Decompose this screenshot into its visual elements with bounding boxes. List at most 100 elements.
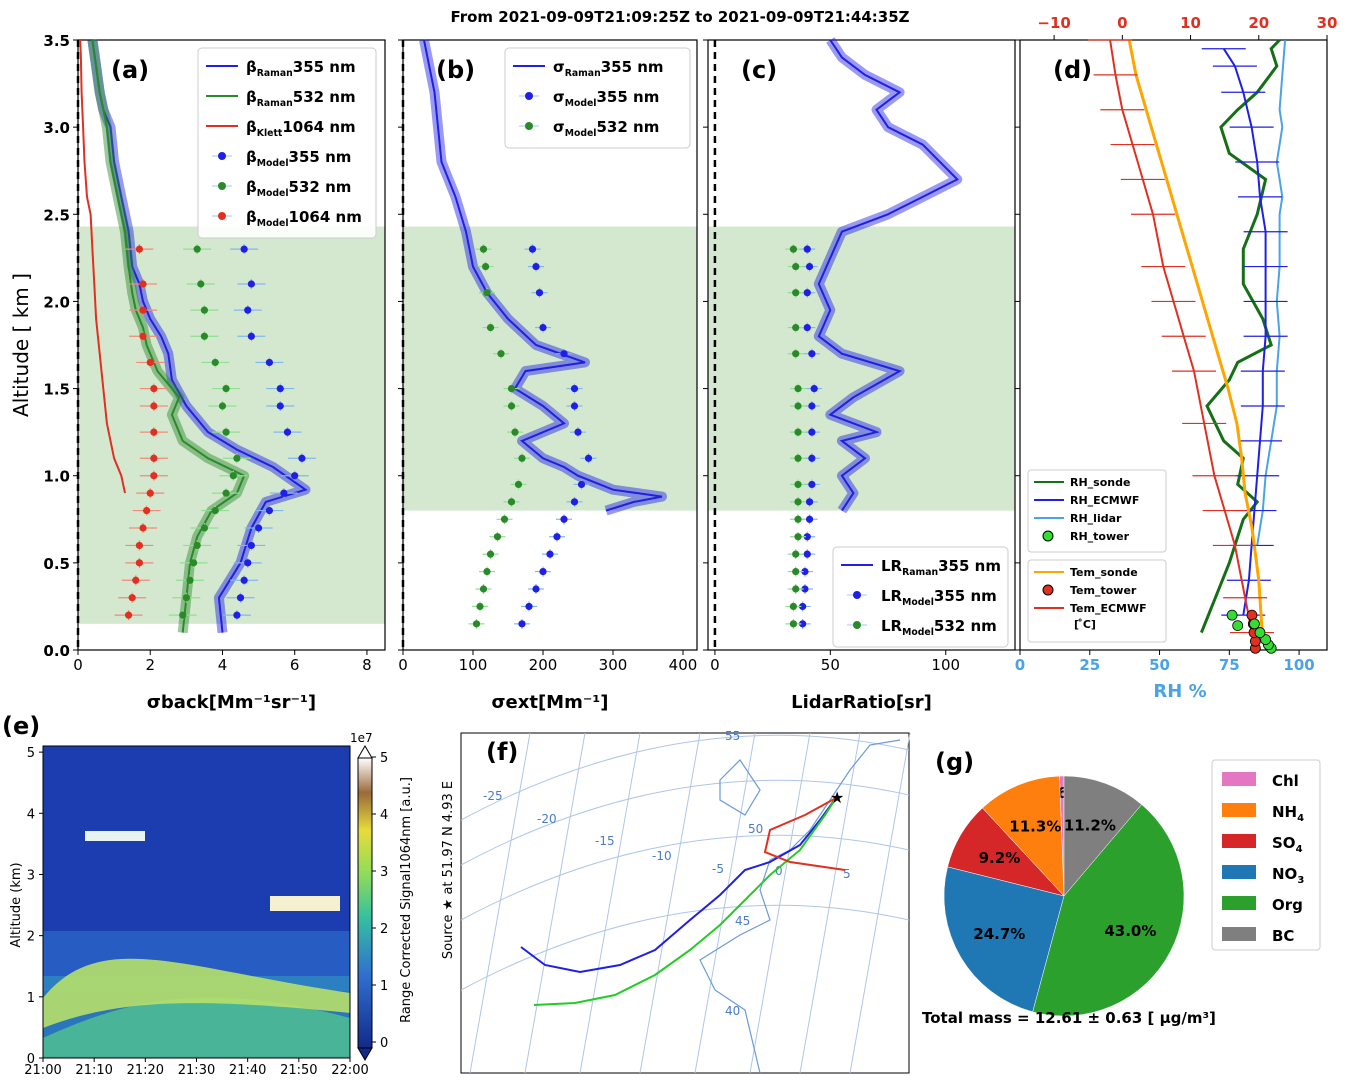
trajectory-red: [763, 797, 846, 871]
legend-box: [832, 546, 1009, 648]
top-tick-label: 10: [1180, 14, 1201, 32]
data-point: [803, 550, 811, 558]
y-tick-label: 2.0: [43, 293, 70, 311]
panel-label: (f): [486, 738, 518, 766]
y-tick-label: 1.0: [43, 468, 70, 486]
data-point: [283, 428, 292, 436]
data-point: [525, 602, 533, 611]
panel-label: (a): [111, 56, 149, 84]
coastline: [699, 739, 901, 1074]
data-point: [570, 384, 579, 393]
data-point: [146, 489, 154, 497]
y-tick-label: 3.5: [43, 32, 70, 50]
data-point: [511, 428, 519, 436]
legend-label: NH4: [1272, 803, 1304, 824]
x-tick-label: 75: [1219, 656, 1240, 674]
graticule: [579, 732, 641, 1074]
data-point: [792, 567, 800, 576]
data-point: [560, 350, 568, 358]
y-axis-label: Altitude (km): [9, 862, 24, 947]
pie-label: 43.0%: [1104, 922, 1156, 940]
legend-label: βModel355 nm: [246, 148, 351, 169]
data-point: [200, 524, 209, 532]
legend-marker: [218, 152, 226, 160]
data-point: [789, 602, 798, 611]
legend-label: βRaman532 nm: [246, 88, 356, 109]
data-point: [803, 533, 811, 541]
data-point: [794, 533, 802, 541]
colorbar-tick-label: 5: [380, 751, 388, 766]
legend-marker: [1042, 584, 1054, 596]
data-point: [507, 402, 516, 410]
panel-c: 0 50 100 LidarRatio[sr] (c) LRRaman355 nm LRMo…: [703, 37, 1016, 713]
data-point: [179, 611, 187, 619]
data-point: [193, 541, 201, 550]
colorbar-extend: [357, 745, 373, 759]
colorbar-tick-label: 0: [380, 1036, 388, 1051]
data-point: [298, 454, 306, 462]
top-tick-label: 20: [1248, 14, 1269, 32]
legend-label: SO4: [1272, 834, 1303, 855]
pie-slice: [982, 775, 1065, 897]
legend-swatch: [1222, 803, 1256, 817]
legend-label: σModel355 nm: [553, 88, 659, 109]
x-tick-label: 21:20: [127, 1063, 164, 1077]
heatmap-aerosol: [43, 997, 350, 1058]
data-point: [186, 576, 194, 584]
data-point: [805, 498, 814, 506]
data-point: [574, 428, 582, 436]
data-point: [200, 332, 209, 340]
legend-box: [1211, 759, 1321, 951]
series-line: [91, 39, 308, 633]
data-point: [479, 585, 488, 593]
colorbar-tick-label: 3: [380, 865, 388, 880]
data-point: [193, 245, 201, 253]
panel-d: 0 25 50 75 100 RH % −10 0 10 20 30 (d) RH_sonde RH_EC…: [1015, 14, 1338, 702]
colorbar-label: Range Corrected Signal1064nm [a.u.]: [399, 777, 414, 1023]
source-star-icon: ★: [830, 788, 844, 807]
series-line: [423, 39, 663, 512]
legend-swatch: [1222, 927, 1256, 941]
lon-label: -10: [652, 849, 672, 863]
data-point: [233, 611, 241, 619]
data-point: [182, 594, 190, 602]
data-point: [507, 498, 516, 506]
data-point: [150, 472, 158, 480]
series-line: [817, 39, 959, 512]
lon-label: 5: [843, 867, 851, 881]
pie-slice: [943, 866, 1065, 1013]
data-point: [265, 358, 274, 367]
data-point: [236, 594, 245, 602]
data-point: [265, 506, 274, 515]
legend-label: βKlett1064 nm: [246, 118, 356, 139]
x-tick-label: 8: [362, 656, 372, 674]
x-axis-label: σext[Mm⁻¹]: [492, 692, 609, 713]
legend-label: LRModel355 nm: [881, 587, 997, 608]
trajectory-blue: [520, 797, 837, 974]
data-point: [128, 594, 136, 602]
series-line: [1222, 48, 1267, 616]
y-tick-label: 1.5: [43, 381, 70, 399]
legend-marker: [1042, 530, 1054, 542]
x-tick-label: 0: [1015, 656, 1025, 674]
data-point: [135, 541, 143, 550]
panel-a: 0 2 4 6 8 0.0 0.5 1.0 1.5 2.0 2.5 3.0 3.5 Altitude [ …: [9, 32, 386, 713]
y-tick-label: 0: [27, 1052, 35, 1067]
data-point: [135, 245, 143, 253]
series-line: [1109, 39, 1253, 633]
data-point: [291, 472, 299, 480]
data-point: [1260, 634, 1271, 645]
data-point: [535, 289, 544, 297]
top-tick-label: 0: [1117, 14, 1127, 32]
data-point: [222, 428, 230, 436]
data-point: [1249, 618, 1260, 630]
legend-label: Org: [1272, 896, 1303, 914]
pie-label: 11.2%: [1064, 817, 1116, 835]
graticule: [460, 734, 910, 821]
lat-label: 40: [725, 1004, 740, 1018]
heatmap-cloud: [85, 831, 145, 841]
x-tick-label: 21:30: [178, 1063, 215, 1077]
legend-label: Tem_sonde: [1070, 566, 1138, 579]
x-tick-label: 21:40: [229, 1063, 266, 1077]
data-point: [539, 567, 547, 576]
